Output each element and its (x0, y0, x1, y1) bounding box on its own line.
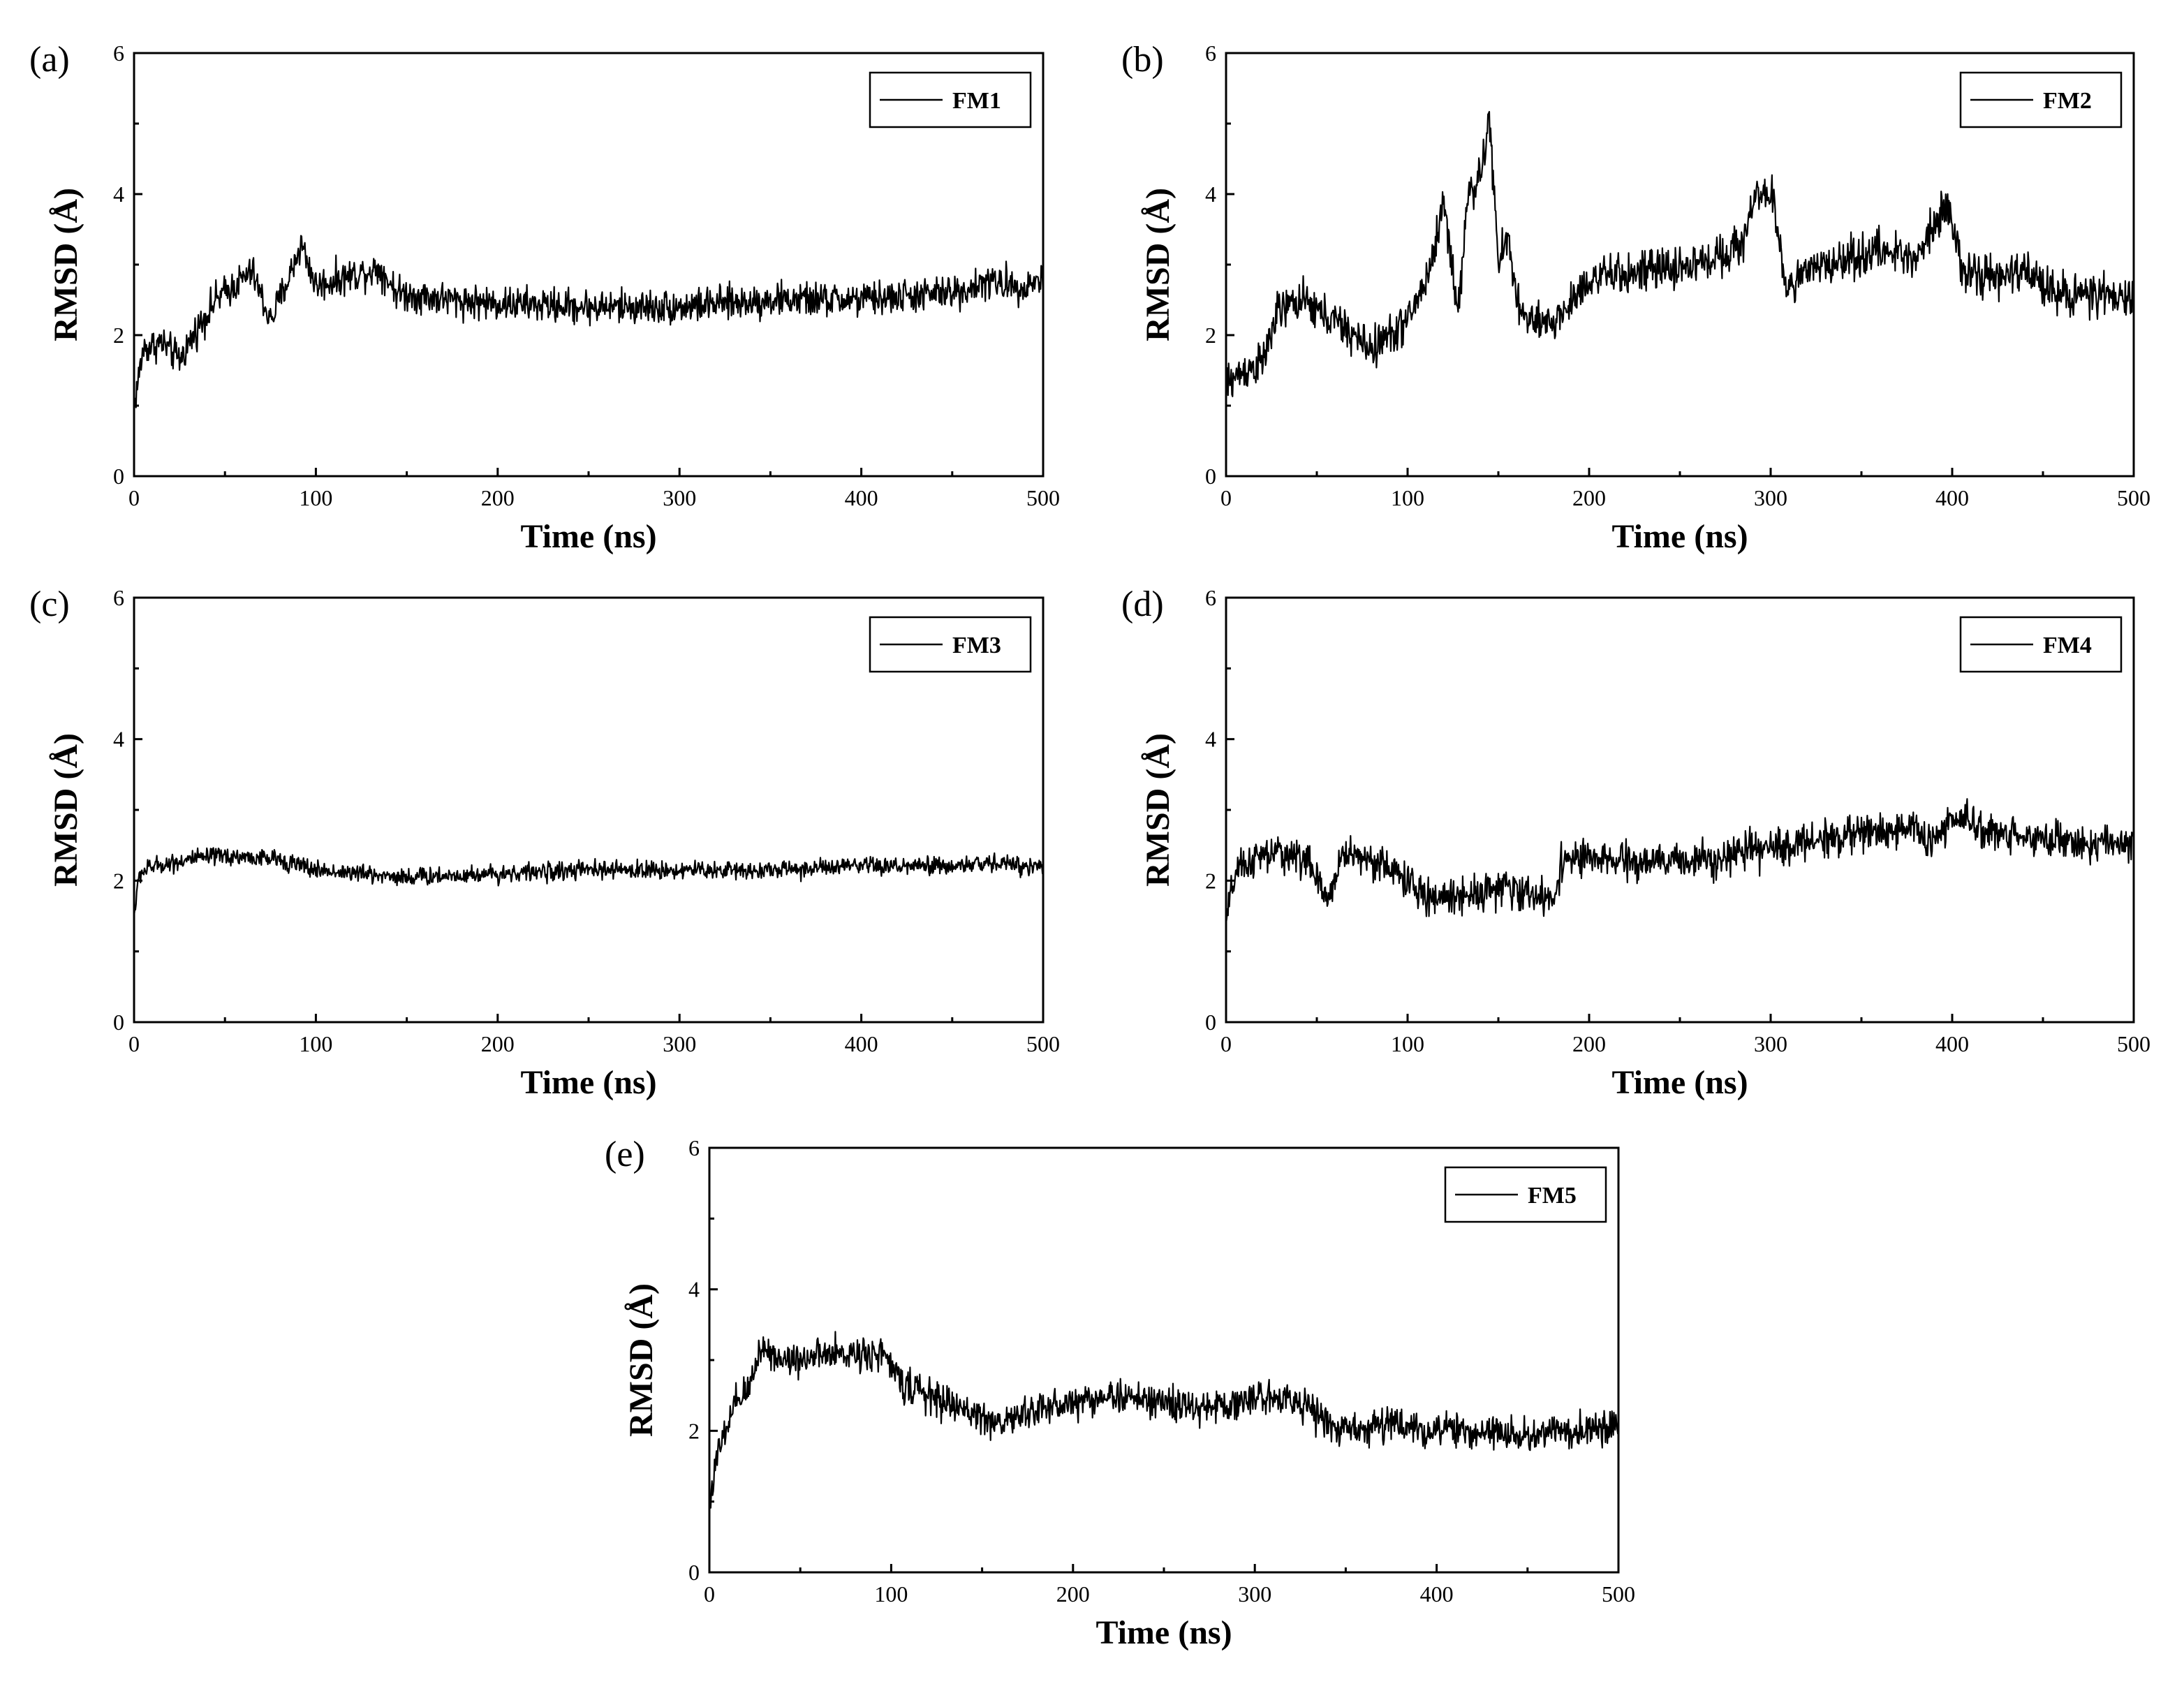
x-tick-label: 300 (1754, 1031, 1787, 1056)
series-line-fm3 (133, 847, 1045, 917)
y-tick-label: 6 (1205, 585, 1216, 610)
y-tick-label: 4 (1205, 727, 1216, 752)
x-tick-label: 200 (1056, 1581, 1090, 1607)
y-tick-label: 4 (113, 727, 124, 752)
y-tick-label: 0 (1205, 464, 1216, 489)
x-tick-label: 0 (128, 485, 140, 510)
x-tick-label: 100 (299, 1031, 332, 1056)
x-tick-label: 0 (1220, 485, 1232, 510)
panel-label: (b) (1121, 40, 1164, 80)
x-tick-label: 200 (1572, 485, 1606, 510)
y-tick-label: 6 (688, 1135, 700, 1160)
y-tick-label: 4 (113, 182, 124, 207)
legend-label: FM5 (1528, 1183, 1577, 1209)
x-axis-title: Time (ns) (1095, 1614, 1232, 1651)
x-tick-label: 100 (874, 1581, 908, 1607)
y-axis-title: RMSD (Å) (1139, 188, 1176, 341)
legend: FM1 (869, 71, 1032, 128)
x-tick-label: 300 (663, 1031, 696, 1056)
y-axis-title: RMSD (Å) (47, 733, 84, 887)
y-tick-label: 4 (688, 1277, 700, 1302)
y-tick-label: 2 (113, 868, 124, 893)
legend: FM3 (869, 616, 1032, 673)
panel-fm4: 0 100 200 300 400 500 0 2 4 6 Time (ns) RMSD (Å) (d)… (1121, 584, 2150, 1101)
panel-label: (c) (29, 584, 70, 624)
x-tick-label: 500 (1602, 1581, 1635, 1607)
x-tick-label: 400 (845, 485, 878, 510)
x-tick-label: 0 (1220, 1031, 1232, 1056)
legend: FM5 (1444, 1166, 1607, 1223)
y-tick-label: 4 (1205, 182, 1216, 207)
series-line-fm1 (133, 235, 1045, 408)
y-tick-label: 2 (688, 1418, 700, 1443)
series-line-fm2 (1225, 110, 2134, 397)
y-tick-label: 0 (1205, 1010, 1216, 1035)
y-tick-label: 0 (113, 1010, 124, 1035)
x-tick-label: 200 (1572, 1031, 1606, 1056)
legend: FM2 (1959, 71, 2123, 128)
x-tick-label: 400 (845, 1031, 878, 1056)
x-tick-label: 500 (1026, 1031, 1060, 1056)
y-axis-title: RMSD (Å) (1139, 733, 1176, 887)
x-tick-label: 500 (1026, 485, 1060, 510)
y-tick-label: 2 (1205, 323, 1216, 348)
x-tick-label: 100 (1391, 1031, 1424, 1056)
legend-label: FM4 (2043, 633, 2092, 658)
x-axis-title: Time (ns) (1611, 1064, 1748, 1101)
x-tick-label: 300 (1754, 485, 1787, 510)
x-tick-label: 500 (2117, 485, 2150, 510)
panel-fm1: 0 100 200 300 400 500 0 2 4 6 Time (ns) RMSD (Å) (a)… (29, 40, 1060, 555)
series-line-fm4 (1225, 798, 2134, 924)
x-tick-label: 400 (1420, 1581, 1454, 1607)
x-axis-title: Time (ns) (520, 518, 656, 555)
series-line-fm5 (708, 1331, 1619, 1509)
y-tick-label: 6 (113, 40, 124, 66)
y-tick-label: 0 (113, 464, 124, 489)
panel-label: (d) (1121, 584, 1164, 624)
legend-label: FM3 (952, 633, 1001, 658)
x-tick-label: 400 (1935, 485, 1969, 510)
x-tick-label: 300 (1238, 1581, 1271, 1607)
x-tick-label: 0 (704, 1581, 715, 1607)
legend-label: FM2 (2043, 88, 2092, 114)
x-tick-label: 100 (299, 485, 332, 510)
panel-fm3: 0 100 200 300 400 500 0 2 4 6 Time (ns) RMSD (Å) (c)… (29, 584, 1060, 1101)
x-tick-label: 300 (663, 485, 696, 510)
y-tick-label: 2 (1205, 868, 1216, 893)
x-tick-label: 100 (1391, 485, 1424, 510)
panel-label: (a) (29, 40, 70, 80)
y-axis-title: RMSD (Å) (47, 188, 84, 341)
x-axis-title: Time (ns) (520, 1064, 656, 1101)
y-tick-label: 6 (113, 585, 124, 610)
x-tick-label: 200 (481, 485, 515, 510)
legend: FM4 (1959, 616, 2123, 673)
x-tick-label: 0 (128, 1031, 140, 1056)
legend-label: FM1 (952, 88, 1001, 114)
panel-fm2: 0 100 200 300 400 500 0 2 4 6 Time (ns) RMSD (Å) (b)… (1121, 40, 2150, 555)
panel-fm5: 0 100 200 300 400 500 0 2 4 6 Time (ns) RMSD (Å) (e)… (605, 1135, 1635, 1651)
x-tick-label: 500 (2117, 1031, 2150, 1056)
x-tick-label: 400 (1935, 1031, 1969, 1056)
y-tick-label: 2 (113, 323, 124, 348)
y-axis-title: RMSD (Å) (623, 1283, 660, 1437)
panel-label: (e) (605, 1135, 645, 1174)
x-axis-title: Time (ns) (1611, 518, 1748, 555)
x-tick-label: 200 (481, 1031, 515, 1056)
y-tick-label: 0 (688, 1560, 700, 1585)
y-tick-label: 6 (1205, 40, 1216, 66)
